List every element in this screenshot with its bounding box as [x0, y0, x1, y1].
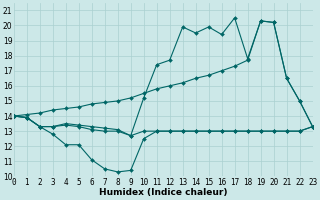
X-axis label: Humidex (Indice chaleur): Humidex (Indice chaleur): [99, 188, 228, 197]
